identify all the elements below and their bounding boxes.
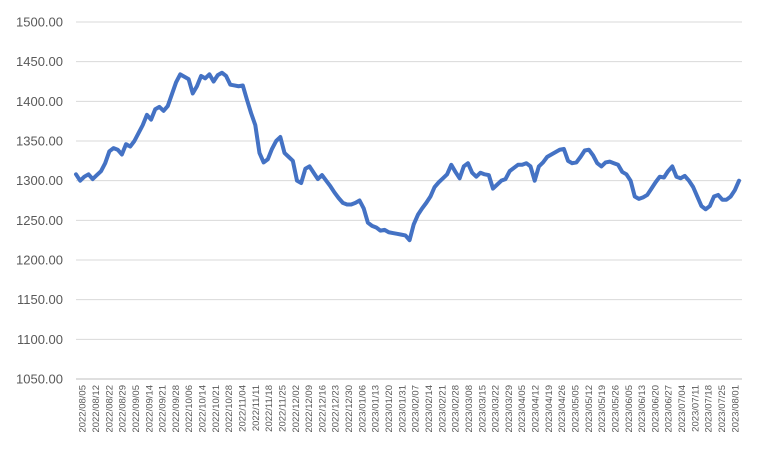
x-tick-label: 2022/08/22 <box>104 385 115 433</box>
x-tick-label: 2023/03/15 <box>477 385 488 433</box>
y-tick-label: 1500.00 <box>16 15 63 30</box>
x-tick-label: 2023/05/19 <box>597 385 608 433</box>
x-tick-label: 2023/05/05 <box>571 385 582 433</box>
x-tick-label: 2022/10/06 <box>184 385 195 433</box>
y-tick-label: 1200.00 <box>16 253 63 268</box>
x-tick-label: 2023/02/07 <box>411 385 422 433</box>
x-axis-ticks: 2022/08/05 2022/08/12 2022/08/22 2022/08/29… <box>78 385 742 433</box>
x-tick-label: 2023/05/26 <box>610 385 621 433</box>
x-tick-label: 2023/02/21 <box>437 385 448 433</box>
x-tick-label: 2023/06/27 <box>664 385 675 433</box>
x-tick-label: 2023/06/05 <box>624 385 635 433</box>
x-tick-label: 2023/02/28 <box>451 385 462 433</box>
x-tick-label: 2023/01/31 <box>397 385 408 433</box>
x-tick-label: 2022/09/28 <box>171 385 182 433</box>
x-tick-label: 2022/11/11 <box>251 385 262 431</box>
x-tick-label: 2022/12/16 <box>317 385 328 433</box>
x-tick-label: 2022/12/09 <box>304 385 315 433</box>
y-tick-label: 1100.00 <box>17 332 63 347</box>
x-tick-label: 2023/03/08 <box>464 385 475 433</box>
y-tick-label: 1300.00 <box>16 173 63 188</box>
x-tick-label: 2022/10/21 <box>211 385 222 433</box>
x-tick-label: 2023/04/19 <box>544 385 555 433</box>
x-tick-label: 2023/02/14 <box>424 385 435 433</box>
x-tick-label: 2023/06/13 <box>637 385 648 433</box>
x-tick-label: 2022/12/23 <box>331 385 342 433</box>
x-tick-label: 2023/01/13 <box>371 385 382 433</box>
x-tick-label: 2023/04/26 <box>557 385 568 433</box>
x-tick-label: 2023/03/29 <box>504 385 515 433</box>
x-tick-label: 2023/06/20 <box>650 385 661 433</box>
y-tick-label: 1250.00 <box>16 213 63 228</box>
y-tick-label: 1150.00 <box>17 292 63 307</box>
gridlines <box>76 21 742 340</box>
x-tick-label: 2022/11/25 <box>277 385 288 432</box>
x-tick-label: 2023/07/11 <box>690 385 701 432</box>
x-tick-label: 2022/12/02 <box>291 385 302 433</box>
x-tick-label: 2023/07/04 <box>677 385 688 433</box>
x-tick-label: 2023/08/01 <box>730 385 741 433</box>
series-line <box>74 70 741 243</box>
y-tick-label: 1050.00 <box>16 372 63 387</box>
x-tick-label: 2023/01/06 <box>357 385 368 433</box>
y-axis-ticks: 1050.00 1100.00 1150.00 1200.00 1250.00 1300.… <box>16 15 63 387</box>
x-tick-label: 2023/01/20 <box>384 385 395 433</box>
x-tick-label: 2023/07/25 <box>717 385 728 433</box>
x-tick-label: 2022/10/14 <box>198 385 209 433</box>
x-tick-label: 2022/11/04 <box>238 385 249 432</box>
x-tick-label: 2022/08/05 <box>78 385 89 433</box>
y-tick-label: 1400.00 <box>16 94 63 109</box>
x-tick-label: 2022/09/05 <box>131 385 142 433</box>
x-tick-label: 2022/10/28 <box>224 385 235 433</box>
x-tick-label: 2023/03/22 <box>491 385 502 433</box>
x-tick-label: 2022/09/14 <box>144 385 155 433</box>
x-tick-label: 2022/11/18 <box>264 385 275 432</box>
x-tick-label: 2023/04/12 <box>531 385 542 433</box>
x-tick-label: 2023/07/18 <box>704 385 715 433</box>
x-tick-label: 2022/08/29 <box>118 385 129 433</box>
x-tick-label: 2022/08/12 <box>91 385 102 433</box>
x-tick-label: 2022/09/21 <box>158 385 169 433</box>
x-tick-label: 2022/12/30 <box>344 385 355 433</box>
x-tick-label: 2023/05/12 <box>584 385 595 433</box>
y-tick-label: 1450.00 <box>16 54 63 69</box>
y-tick-label: 1350.00 <box>16 134 63 149</box>
x-tick-label: 2023/04/05 <box>517 385 528 433</box>
